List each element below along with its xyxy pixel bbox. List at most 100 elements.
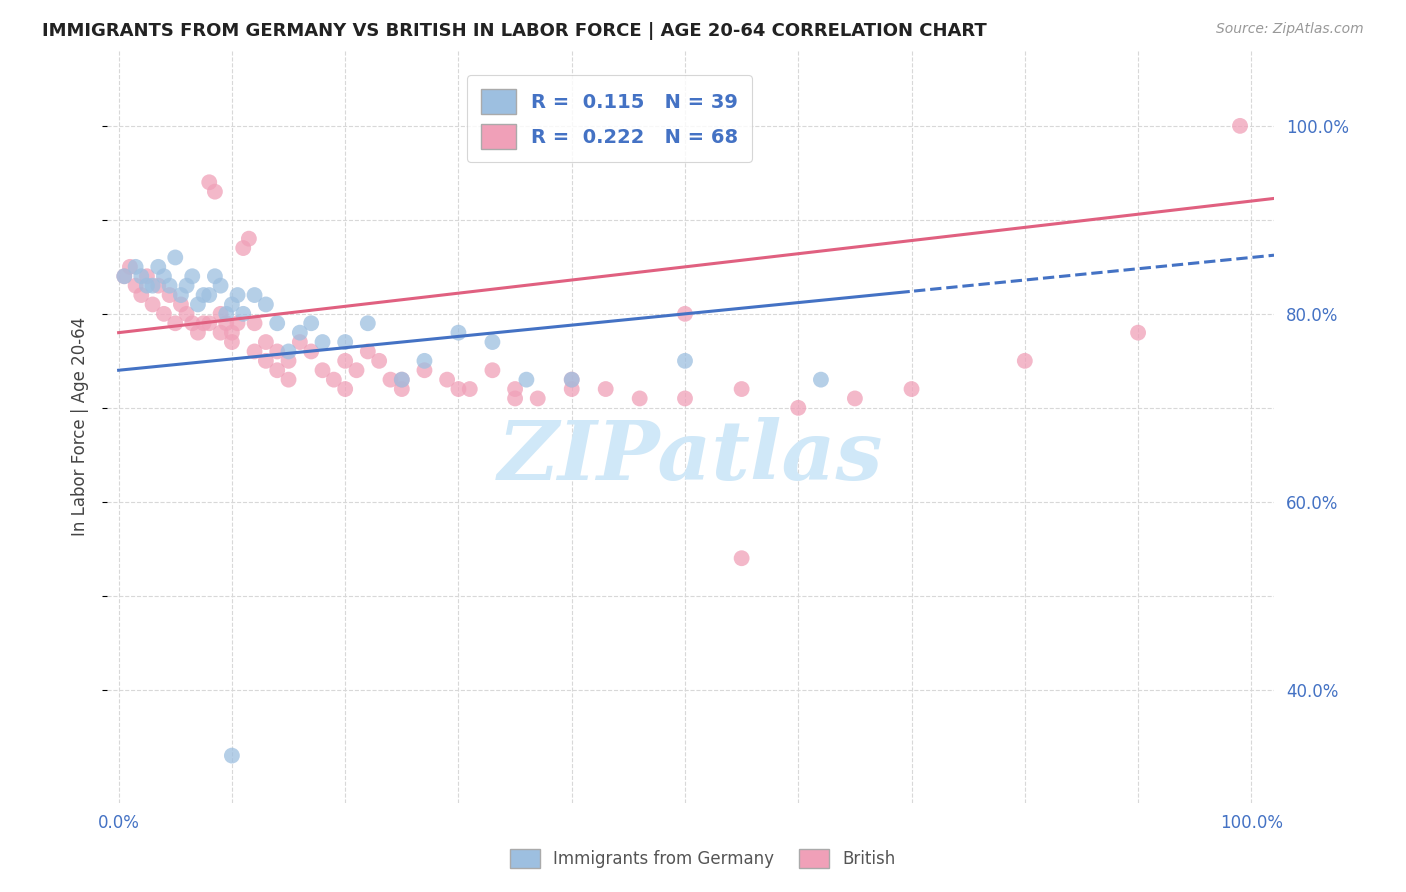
Point [129, 269, 152, 284]
Point [1014, 354, 1036, 368]
Point [481, 363, 503, 377]
Point [254, 334, 277, 349]
Point [561, 382, 583, 396]
Point [204, 185, 226, 199]
Point [266, 316, 288, 330]
Point [118, 260, 141, 274]
Point [413, 354, 436, 368]
Text: ZIPatlas: ZIPatlas [498, 417, 883, 497]
Point [787, 401, 810, 415]
Point [215, 307, 238, 321]
Point [209, 278, 232, 293]
Point [391, 382, 413, 396]
Legend: R =  0.115   N = 39, R =  0.222   N = 68: R = 0.115 N = 39, R = 0.222 N = 68 [467, 76, 752, 162]
Point [346, 363, 368, 377]
Point [193, 316, 215, 330]
Point [288, 326, 311, 340]
Point [181, 269, 204, 284]
Point [209, 307, 232, 321]
Point [165, 316, 187, 330]
Point [730, 551, 752, 566]
Point [232, 307, 254, 321]
Point [226, 316, 249, 330]
Point [333, 334, 356, 349]
Point [112, 269, 135, 284]
Point [176, 307, 198, 321]
Point [299, 316, 322, 330]
Point [900, 382, 922, 396]
Point [243, 316, 266, 330]
Point [1229, 119, 1251, 133]
Point [333, 354, 356, 368]
Point [198, 288, 221, 302]
Point [176, 278, 198, 293]
Point [243, 288, 266, 302]
Point [198, 316, 221, 330]
Point [243, 344, 266, 359]
Text: Source: ZipAtlas.com: Source: ZipAtlas.com [1216, 22, 1364, 37]
Point [142, 278, 165, 293]
Point [136, 269, 159, 284]
Point [311, 334, 333, 349]
Point [129, 288, 152, 302]
Point [238, 232, 260, 246]
Point [730, 382, 752, 396]
Point [673, 392, 696, 406]
Y-axis label: In Labor Force | Age 20-64: In Labor Force | Age 20-64 [72, 317, 89, 536]
Point [673, 354, 696, 368]
Point [844, 392, 866, 406]
Point [226, 288, 249, 302]
Point [288, 334, 311, 349]
Point [299, 344, 322, 359]
Point [153, 307, 176, 321]
Point [124, 278, 146, 293]
Point [187, 297, 209, 311]
Point [221, 326, 243, 340]
Point [561, 373, 583, 387]
Point [232, 241, 254, 255]
Point [810, 373, 832, 387]
Point [148, 278, 170, 293]
Point [148, 260, 170, 274]
Point [322, 373, 344, 387]
Point [221, 297, 243, 311]
Point [277, 354, 299, 368]
Point [447, 382, 470, 396]
Point [628, 392, 651, 406]
Point [333, 382, 356, 396]
Point [124, 260, 146, 274]
Point [436, 373, 458, 387]
Point [447, 326, 470, 340]
Point [254, 297, 277, 311]
Point [515, 373, 537, 387]
Point [391, 373, 413, 387]
Point [266, 344, 288, 359]
Point [357, 344, 380, 359]
Point [181, 316, 204, 330]
Point [595, 382, 617, 396]
Point [458, 382, 481, 396]
Point [380, 373, 402, 387]
Point [153, 269, 176, 284]
Point [277, 344, 299, 359]
Point [357, 316, 380, 330]
Point [1126, 326, 1149, 340]
Point [526, 392, 548, 406]
Point [159, 278, 181, 293]
Point [170, 297, 193, 311]
Point [266, 363, 288, 377]
Point [215, 316, 238, 330]
Point [204, 269, 226, 284]
Point [368, 354, 391, 368]
Point [112, 269, 135, 284]
Point [673, 307, 696, 321]
Point [193, 288, 215, 302]
Point [165, 251, 187, 265]
Point [170, 288, 193, 302]
Point [503, 382, 526, 396]
Point [159, 288, 181, 302]
Point [136, 278, 159, 293]
Point [391, 373, 413, 387]
Point [413, 363, 436, 377]
Point [561, 373, 583, 387]
